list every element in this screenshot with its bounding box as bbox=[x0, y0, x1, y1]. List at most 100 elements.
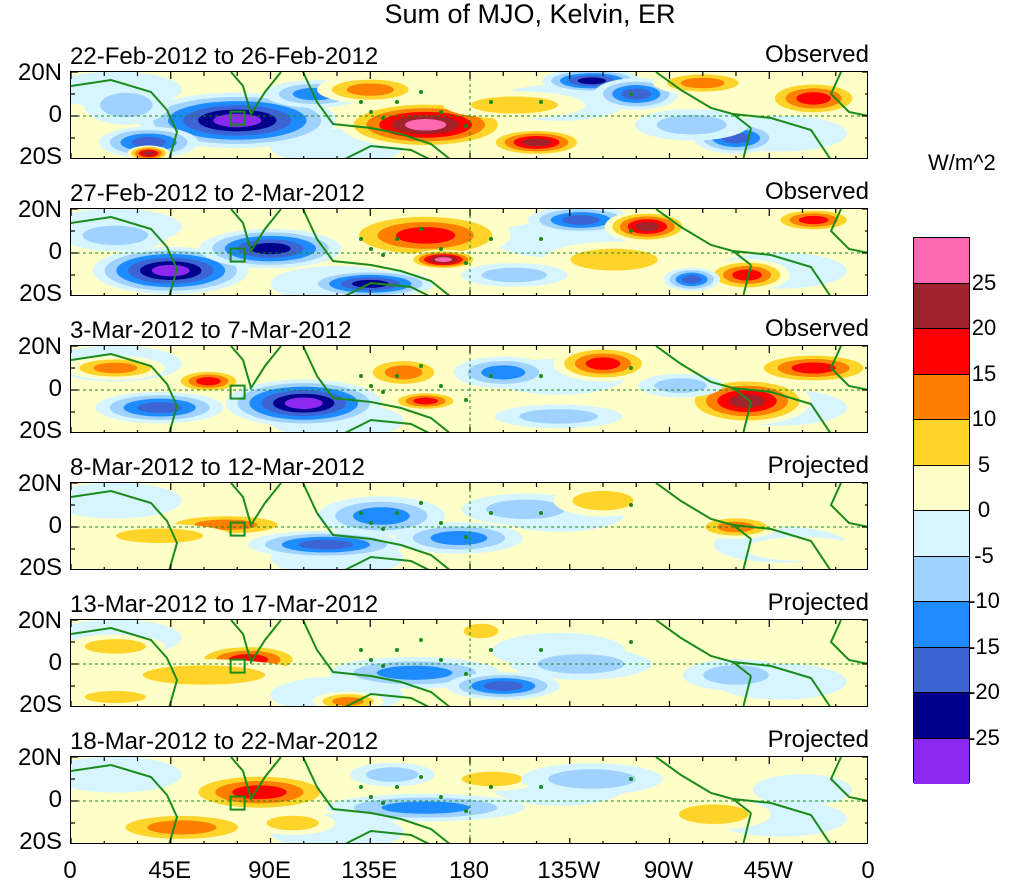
colorbar-label: 15 bbox=[971, 360, 997, 386]
negative-anomaly-blob bbox=[446, 672, 560, 700]
island-dot bbox=[381, 116, 385, 120]
contour-level bbox=[430, 530, 488, 546]
central-america-coast bbox=[655, 209, 752, 266]
island-dot bbox=[464, 398, 468, 402]
positive-anomaly-blob bbox=[452, 620, 510, 643]
contour-level bbox=[284, 397, 323, 409]
contour-level bbox=[384, 365, 423, 380]
island-dot bbox=[419, 90, 423, 94]
y-tick-label: 20S bbox=[19, 417, 62, 444]
maritime-continent-coast bbox=[302, 620, 451, 706]
island-dot bbox=[629, 503, 633, 507]
region-box-marker bbox=[229, 658, 246, 674]
map-panel bbox=[70, 482, 868, 570]
west-africa-coast bbox=[829, 72, 867, 117]
island-dot bbox=[464, 535, 468, 539]
negative-anomaly-blob bbox=[461, 263, 568, 287]
island-dot bbox=[395, 237, 399, 241]
y-tick-label: 20N bbox=[17, 744, 62, 771]
central-america-coast bbox=[655, 620, 752, 677]
negative-anomaly-blob bbox=[494, 404, 623, 429]
positive-anomaly-blob bbox=[407, 249, 479, 270]
anomaly-map bbox=[71, 757, 867, 843]
contour-level bbox=[570, 248, 658, 271]
colorbar-label: -20 bbox=[968, 679, 1000, 704]
y-tick-label: 20N bbox=[17, 333, 62, 360]
island-dot bbox=[464, 261, 468, 265]
island-dot bbox=[369, 247, 373, 251]
africa-coast bbox=[71, 78, 179, 158]
colorbar-label: 0 bbox=[977, 497, 991, 522]
contour-level bbox=[131, 136, 166, 148]
contour-level bbox=[332, 697, 364, 706]
island-dot bbox=[395, 648, 399, 652]
island-dot bbox=[359, 237, 363, 241]
contour-level bbox=[352, 507, 410, 525]
colorbar-swatch bbox=[914, 511, 969, 557]
x-tick-label: 135E bbox=[341, 857, 398, 884]
contour-level bbox=[147, 820, 217, 835]
y-tick-label: 20S bbox=[19, 554, 62, 581]
region-box-marker bbox=[229, 384, 246, 400]
negative-anomaly-blob bbox=[95, 391, 224, 424]
contour-level bbox=[572, 490, 634, 511]
negative-anomaly-blob bbox=[317, 496, 446, 536]
island-dot bbox=[539, 237, 543, 241]
anomaly-map bbox=[71, 72, 867, 158]
contour-level bbox=[137, 402, 182, 414]
colorbar-swatch bbox=[914, 602, 969, 648]
island-dot bbox=[359, 374, 363, 378]
islands bbox=[359, 775, 633, 813]
colorbar-label: -25 bbox=[968, 724, 1000, 750]
frame-ticks bbox=[71, 346, 867, 432]
island-dot bbox=[419, 775, 423, 779]
positive-anomaly-blob bbox=[88, 523, 231, 548]
island-dot bbox=[439, 384, 443, 388]
maritime-continent-coast bbox=[302, 757, 451, 843]
island-dot bbox=[381, 527, 385, 531]
contour-level bbox=[346, 83, 394, 96]
positive-anomaly-blob bbox=[443, 91, 586, 119]
island-dot bbox=[629, 777, 633, 781]
y-tick-label: 20N bbox=[17, 196, 62, 223]
colorbar-swatch bbox=[914, 329, 969, 375]
region-box-marker bbox=[229, 110, 246, 126]
contour-level bbox=[656, 115, 727, 135]
region-box-marker bbox=[229, 521, 246, 537]
positive-anomaly-blob bbox=[172, 369, 244, 394]
island-dot bbox=[489, 785, 493, 789]
contour-level bbox=[703, 665, 769, 685]
negative-anomaly-blob bbox=[509, 648, 652, 680]
contour-level bbox=[266, 815, 319, 831]
islands bbox=[359, 501, 633, 539]
contour-level bbox=[680, 77, 725, 89]
x-tick-label: 45W bbox=[743, 857, 793, 884]
anomaly-map bbox=[71, 483, 867, 569]
island-dot bbox=[629, 92, 633, 96]
negative-anomaly-blob bbox=[638, 373, 724, 398]
india-coast bbox=[230, 620, 282, 665]
island-dot bbox=[395, 374, 399, 378]
island-dot bbox=[629, 640, 633, 644]
island-dot bbox=[419, 501, 423, 505]
x-tick-label: 90W bbox=[643, 857, 694, 884]
island-dot bbox=[419, 638, 423, 642]
contour-level bbox=[463, 623, 499, 639]
colorbar-swatch bbox=[914, 693, 969, 739]
contour-level bbox=[481, 365, 526, 380]
contour-level bbox=[728, 394, 766, 408]
island-dot bbox=[629, 366, 633, 370]
island-dot bbox=[539, 648, 543, 652]
negative-anomaly-blob bbox=[682, 659, 790, 691]
colorbar-label: -10 bbox=[968, 588, 1000, 613]
frame-ticks bbox=[71, 620, 867, 706]
positive-anomaly-blob bbox=[103, 811, 260, 843]
contour-level bbox=[366, 767, 419, 782]
contour-level bbox=[461, 771, 523, 787]
anomaly-map bbox=[71, 346, 867, 432]
island-dot bbox=[464, 124, 468, 128]
island-dot bbox=[539, 374, 543, 378]
contour-level bbox=[752, 774, 853, 806]
panel-date-label: 22-Feb-2012 to 26-Feb-2012 bbox=[70, 43, 379, 70]
colorbar-swatch bbox=[914, 738, 969, 784]
